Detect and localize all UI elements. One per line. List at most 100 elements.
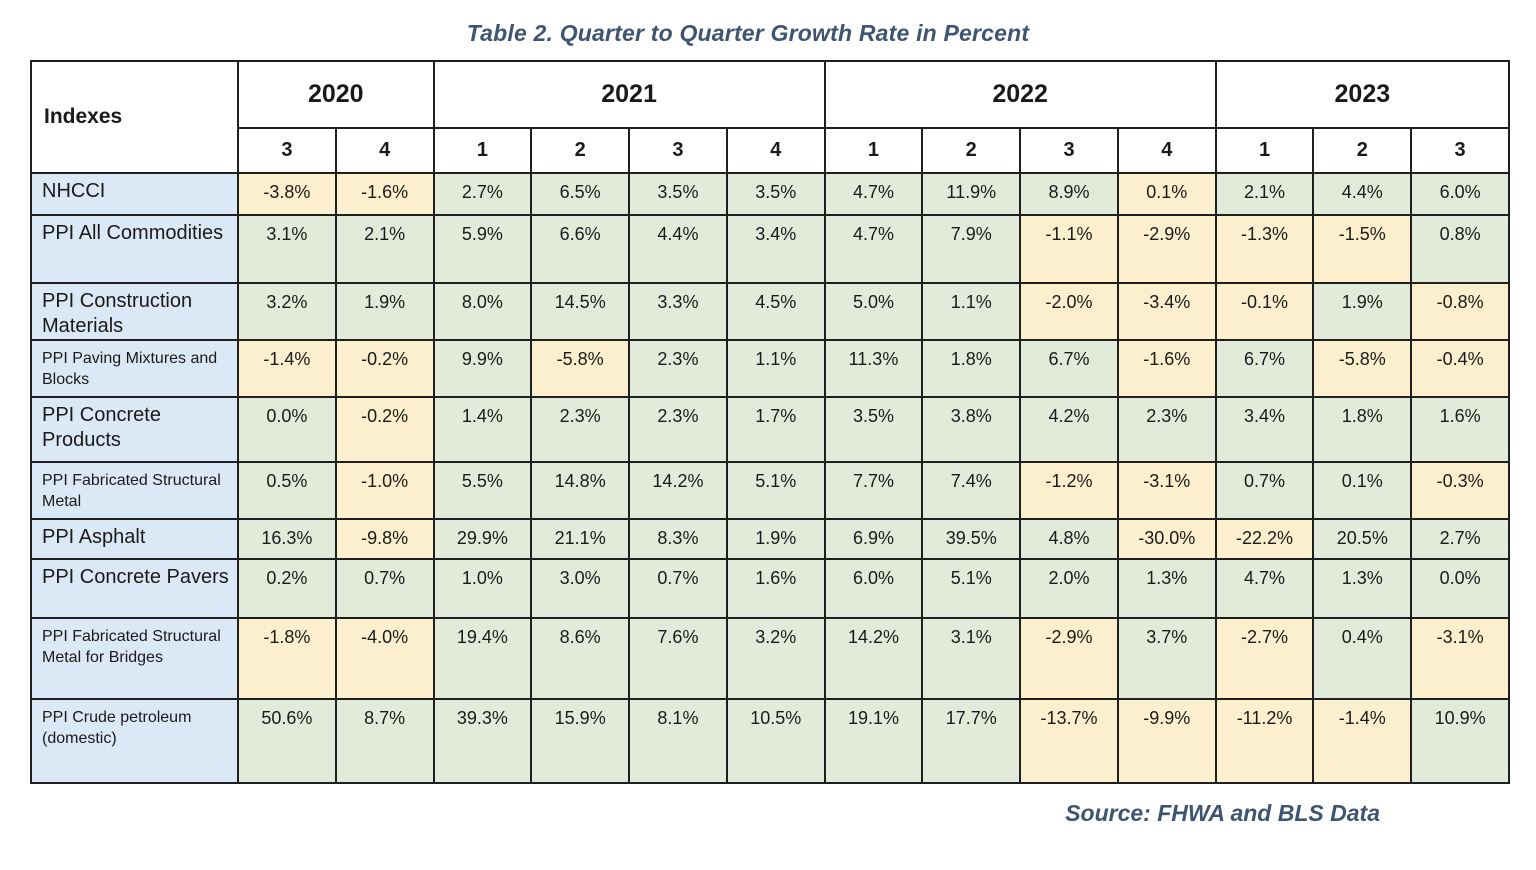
data-cell: 1.9% [725,518,826,560]
row-label: PPI Construction Materials [30,282,239,341]
data-cell: 1.7% [725,396,826,463]
data-cell: -30.0% [1116,518,1217,560]
data-cell: 11.3% [823,339,924,398]
data-cell: 1.8% [921,339,1022,398]
row-label: PPI Fabricated Structural Metal for Brid… [30,617,239,700]
row-label: PPI Fabricated Structural Metal [30,461,239,520]
data-cell: 10.9% [1410,698,1510,784]
year-header-2022: 2022 [823,60,1217,129]
data-cell: -2.7% [1214,617,1315,700]
data-cell: 5.1% [921,558,1022,619]
data-cell: 2.7% [1410,518,1510,560]
data-cell: 10.5% [725,698,826,784]
data-cell: 14.5% [530,282,631,341]
data-cell: 0.0% [237,396,337,463]
data-cell: 1.9% [334,282,435,341]
data-cell: 8.6% [530,617,631,700]
data-cell: -1.6% [1116,339,1217,398]
data-cell: 8.1% [628,698,728,784]
quarter-header: 3 [237,127,337,174]
data-cell: -2.9% [1116,214,1217,284]
data-cell: 0.0% [1410,558,1510,619]
data-cell: 2.1% [1214,172,1315,216]
data-cell: 50.6% [237,698,337,784]
data-cell: 4.8% [1019,518,1119,560]
data-cell: -1.6% [334,172,435,216]
data-cell: 4.2% [1019,396,1119,463]
data-cell: 0.5% [237,461,337,520]
row-label: PPI Paving Mixtures and Blocks [30,339,239,398]
data-cell: -5.8% [1312,339,1413,398]
data-cell: 8.3% [628,518,728,560]
data-cell: -13.7% [1019,698,1119,784]
data-cell: -2.0% [1019,282,1119,341]
data-cell: 3.2% [237,282,337,341]
quarter-header: 4 [725,127,826,174]
data-cell: 1.1% [921,282,1022,341]
data-cell: 0.7% [628,558,728,619]
data-cell: 8.7% [334,698,435,784]
data-cell: 1.8% [1312,396,1413,463]
data-cell: 7.7% [823,461,924,520]
data-cell: 5.0% [823,282,924,341]
table-body: NHCCI -3.8% -1.6% 2.7% 6.5% 3.5% 3.5% 4.7% 11.9%… [30,172,1510,784]
data-cell: 0.7% [334,558,435,619]
data-cell: 2.7% [432,172,533,216]
data-cell: 2.3% [628,339,728,398]
data-cell: 8.0% [432,282,533,341]
data-cell: -1.2% [1019,461,1119,520]
data-cell: 7.9% [921,214,1022,284]
data-cell: 4.4% [628,214,728,284]
data-cell: 17.7% [921,698,1022,784]
row-label: PPI All Commodities [30,214,239,284]
row-label: PPI Asphalt [30,518,239,560]
data-cell: 4.7% [823,214,924,284]
data-cell: 3.0% [530,558,631,619]
quarter-header: 2 [530,127,631,174]
data-cell: -4.0% [334,617,435,700]
data-cell: -22.2% [1214,518,1315,560]
indexes-header: Indexes [30,60,239,174]
year-header-2021: 2021 [432,60,826,129]
data-cell: 6.5% [530,172,631,216]
data-cell: -9.9% [1116,698,1217,784]
data-cell: 19.1% [823,698,924,784]
data-cell: 1.6% [1410,396,1510,463]
data-cell: -5.8% [530,339,631,398]
data-cell: 5.5% [432,461,533,520]
data-cell: 14.2% [628,461,728,520]
data-cell: 3.8% [921,396,1022,463]
data-cell: -1.5% [1312,214,1413,284]
data-cell: 1.4% [432,396,533,463]
data-cell: 4.7% [1214,558,1315,619]
quarter-header: 3 [1019,127,1119,174]
data-cell: 1.1% [725,339,826,398]
table-row: PPI Construction Materials 3.2% 1.9% 8.0% 14… [30,282,1510,341]
row-label: PPI Concrete Pavers [30,558,239,619]
data-cell: 3.1% [237,214,337,284]
data-cell: 11.9% [921,172,1022,216]
data-cell: -1.8% [237,617,337,700]
quarter-header: 3 [628,127,728,174]
year-header-2023: 2023 [1214,60,1511,129]
data-cell: 0.1% [1312,461,1413,520]
data-cell: 3.1% [921,617,1022,700]
data-cell: 2.3% [530,396,631,463]
quarter-header: 2 [1312,127,1413,174]
data-cell: 29.9% [432,518,533,560]
quarter-header: 1 [432,127,533,174]
data-cell: 9.9% [432,339,533,398]
data-cell: 21.1% [530,518,631,560]
data-cell: 6.9% [823,518,924,560]
data-cell: 2.1% [334,214,435,284]
data-cell: 4.4% [1312,172,1413,216]
quarter-header: 4 [334,127,435,174]
data-cell: 3.5% [823,396,924,463]
data-cell: -3.4% [1116,282,1217,341]
data-cell: 3.4% [1214,396,1315,463]
data-cell: -3.8% [237,172,337,216]
data-cell: 1.3% [1116,558,1217,619]
data-cell: 16.3% [237,518,337,560]
